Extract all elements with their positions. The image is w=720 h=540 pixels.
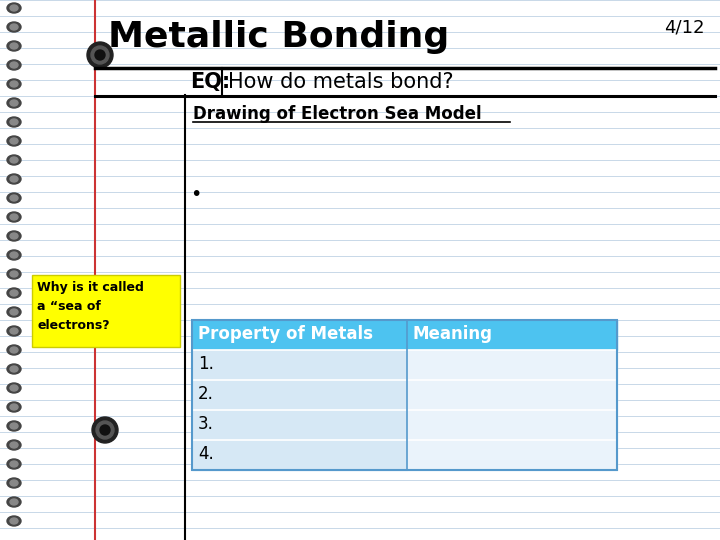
- Ellipse shape: [10, 442, 18, 448]
- Bar: [192, 410, 407, 440]
- Ellipse shape: [10, 347, 18, 353]
- Ellipse shape: [10, 252, 18, 258]
- Text: 3.: 3.: [198, 415, 214, 433]
- Ellipse shape: [10, 233, 18, 239]
- Circle shape: [96, 421, 114, 439]
- Ellipse shape: [7, 421, 21, 431]
- Bar: [192, 320, 617, 350]
- Text: •: •: [190, 185, 202, 204]
- Ellipse shape: [10, 423, 18, 429]
- Ellipse shape: [10, 499, 18, 505]
- Circle shape: [92, 417, 118, 443]
- Ellipse shape: [7, 98, 21, 108]
- Text: 1.: 1.: [198, 355, 214, 373]
- Ellipse shape: [10, 5, 18, 11]
- Ellipse shape: [10, 214, 18, 220]
- Circle shape: [91, 46, 109, 64]
- Text: Why is it called
a “sea of
electrons?: Why is it called a “sea of electrons?: [37, 281, 144, 332]
- Ellipse shape: [10, 157, 18, 163]
- Ellipse shape: [7, 497, 21, 507]
- Text: How do metals bond?: How do metals bond?: [228, 72, 454, 92]
- Ellipse shape: [7, 136, 21, 146]
- Ellipse shape: [10, 480, 18, 486]
- Ellipse shape: [7, 288, 21, 298]
- FancyBboxPatch shape: [32, 275, 180, 347]
- Ellipse shape: [7, 3, 21, 13]
- Ellipse shape: [7, 174, 21, 184]
- Ellipse shape: [7, 383, 21, 393]
- Ellipse shape: [10, 24, 18, 30]
- Bar: [192, 350, 407, 380]
- Bar: [192, 320, 617, 470]
- Ellipse shape: [7, 117, 21, 127]
- Text: 4.: 4.: [198, 445, 214, 463]
- Text: 2.: 2.: [198, 385, 214, 403]
- Circle shape: [100, 425, 110, 435]
- Bar: [192, 440, 407, 470]
- Ellipse shape: [7, 478, 21, 488]
- Ellipse shape: [10, 518, 18, 524]
- Ellipse shape: [10, 404, 18, 410]
- Ellipse shape: [7, 193, 21, 203]
- Ellipse shape: [7, 269, 21, 279]
- Ellipse shape: [10, 366, 18, 372]
- Text: EQ:: EQ:: [190, 72, 230, 92]
- Ellipse shape: [7, 326, 21, 336]
- Ellipse shape: [10, 195, 18, 201]
- Text: Drawing of Electron Sea Model: Drawing of Electron Sea Model: [193, 105, 482, 123]
- Text: Metallic Bonding: Metallic Bonding: [108, 20, 449, 54]
- Bar: [407, 380, 617, 410]
- Ellipse shape: [10, 119, 18, 125]
- Text: 4/12: 4/12: [665, 18, 705, 36]
- Ellipse shape: [7, 155, 21, 165]
- Ellipse shape: [10, 176, 18, 182]
- Ellipse shape: [10, 138, 18, 144]
- Bar: [192, 380, 407, 410]
- Ellipse shape: [7, 459, 21, 469]
- Ellipse shape: [10, 385, 18, 391]
- Ellipse shape: [7, 250, 21, 260]
- Ellipse shape: [7, 79, 21, 89]
- Ellipse shape: [7, 22, 21, 32]
- Ellipse shape: [10, 43, 18, 49]
- Ellipse shape: [7, 440, 21, 450]
- Text: Property of Metals: Property of Metals: [198, 325, 373, 343]
- Bar: [407, 350, 617, 380]
- Ellipse shape: [7, 60, 21, 70]
- Ellipse shape: [10, 100, 18, 106]
- Bar: [407, 410, 617, 440]
- Ellipse shape: [7, 212, 21, 222]
- Circle shape: [95, 50, 105, 60]
- Ellipse shape: [7, 231, 21, 241]
- Ellipse shape: [7, 402, 21, 412]
- Ellipse shape: [7, 364, 21, 374]
- Ellipse shape: [10, 461, 18, 467]
- Ellipse shape: [10, 81, 18, 87]
- Ellipse shape: [10, 62, 18, 68]
- Circle shape: [87, 42, 113, 68]
- Ellipse shape: [7, 516, 21, 526]
- Bar: [407, 440, 617, 470]
- Ellipse shape: [10, 271, 18, 277]
- Ellipse shape: [7, 307, 21, 317]
- Text: Meaning: Meaning: [413, 325, 493, 343]
- Ellipse shape: [10, 309, 18, 315]
- Ellipse shape: [7, 345, 21, 355]
- Ellipse shape: [10, 290, 18, 296]
- Ellipse shape: [7, 41, 21, 51]
- Ellipse shape: [10, 328, 18, 334]
